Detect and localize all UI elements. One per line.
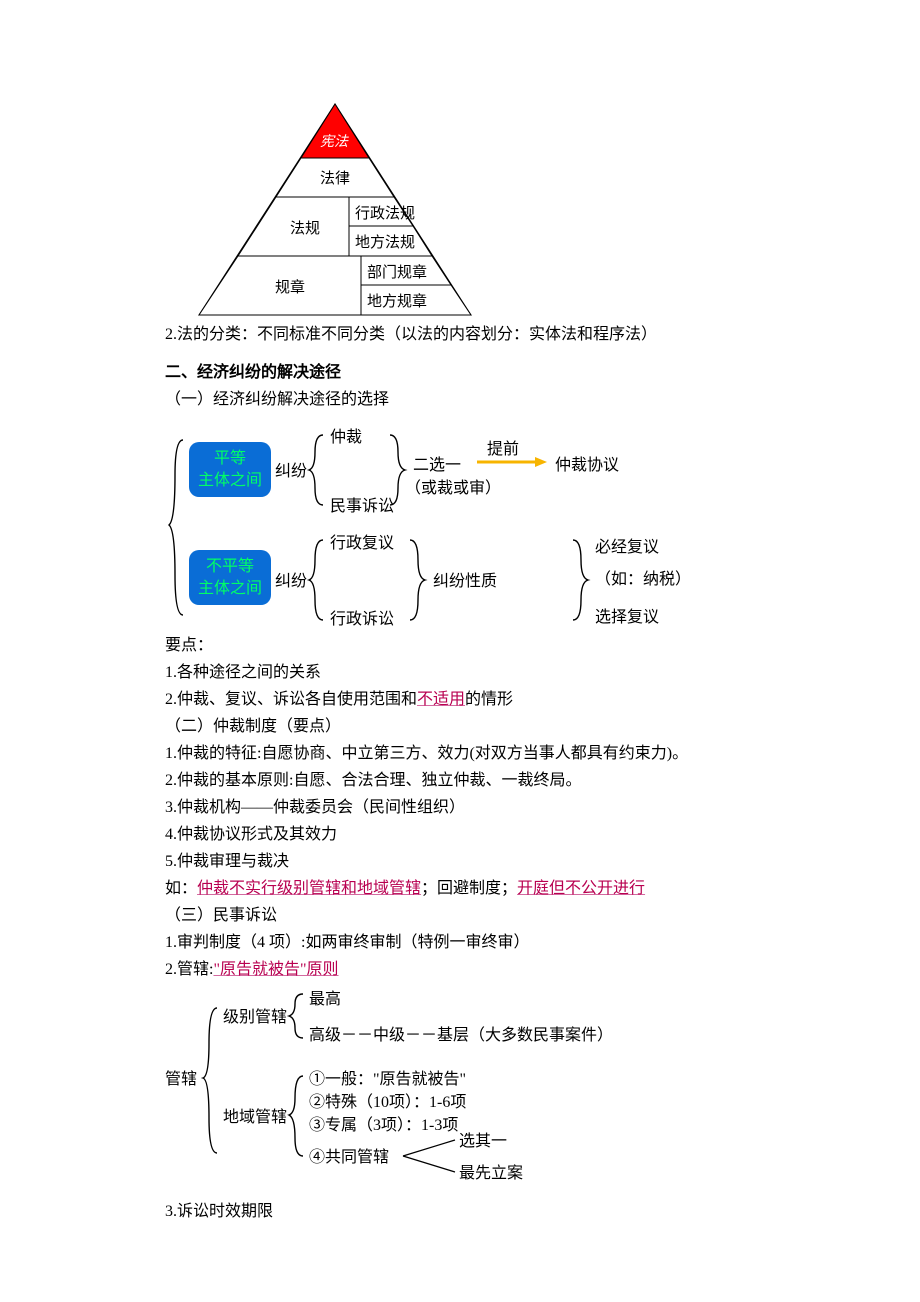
pyramid-r4-rb: 地方规章 (367, 291, 427, 314)
pyramid-apex-label: 宪法 (320, 132, 348, 153)
civ2-b: "原告就被告"原则 (213, 961, 338, 978)
pyramid-r3-left: 法规 (290, 218, 320, 241)
pyramid-r4-left: 规章 (275, 277, 305, 300)
pyramid-r3-rt: 行政法规 (355, 203, 415, 226)
section2-2: （二）仲裁制度（要点） (165, 715, 820, 739)
pyramid-r2: 法律 (320, 168, 350, 191)
arb-line-5: 5.仲裁审理与裁决 (165, 850, 820, 874)
civ-line-1: 1.审判制度（4 项）:如两审终审制（特例一审终审） (165, 931, 820, 955)
civ-line-2: 2.管辖:"原告就被告"原则 (165, 958, 820, 982)
civ-line-3: 3.诉讼时效期限 (165, 1200, 820, 1224)
arb6-b: 仲裁不实行级别管辖和地域管辖 (197, 880, 421, 897)
juris-r4b: 最先立案 (459, 1162, 523, 1186)
opt-review: 选择复议 (595, 606, 659, 630)
juris-level-b: 高级－－中级－－基层（大多数民事案件） (309, 1024, 613, 1048)
choose-note: （或裁或审） (405, 477, 501, 501)
arb-line-1: 1.仲裁的特征:自愿协商、中立第三方、效力(对双方当事人都具有约束力)。 (165, 742, 820, 766)
unequal-dispute-label: 纠纷 (275, 570, 307, 594)
must-review-eg: （如：纳税） (595, 568, 691, 592)
points-label: 要点： (165, 634, 820, 658)
juris-region: 地域管辖 (223, 1106, 287, 1130)
arb-line-2: 2.仲裁的基本原则:自愿、合法合理、独立仲裁、一裁终局。 (165, 769, 820, 793)
path-arbitration: 仲裁 (330, 426, 362, 450)
point-1: 1.各种途径之间的关系 (165, 661, 820, 685)
arb-line-4: 4.仲裁协议形式及其效力 (165, 823, 820, 847)
path-admin-lit: 行政诉讼 (330, 608, 394, 632)
pt2-b: 不适用 (417, 691, 465, 708)
choose-one: 二选一 (413, 454, 461, 478)
must-review: 必经复议 (595, 536, 659, 560)
juris-r3: ③专属（3项）：1-3项 (309, 1114, 458, 1138)
dispute-nature: 纠纷性质 (433, 570, 497, 594)
pt2-c: 的情形 (465, 691, 513, 708)
unequal-l2: 主体之间 (197, 578, 263, 600)
arb-agreement: 仲裁协议 (555, 454, 619, 478)
dispute-paths-diagram: 平等 主体之间 不平等 主体之间 纠纷 纠纷 仲裁 民事诉讼 二选一 （或裁或审… (165, 420, 725, 630)
section2-3: （三）民事诉讼 (165, 904, 820, 928)
equal-l2: 主体之间 (197, 470, 263, 492)
pyramid-r4-rt: 部门规章 (367, 262, 427, 285)
civ2-a: 2.管辖: (165, 961, 213, 978)
jurisdiction-diagram: 管辖 级别管辖 最高 高级－－中级－－基层（大多数民事案件） 地域管辖 ①一般：… (165, 988, 685, 1188)
arb-line-6: 如：仲裁不实行级别管辖和地域管辖；回避制度；开庭但不公开进行 (165, 877, 820, 901)
document-page: 宪法 法律 法规 行政法规 地方法规 规章 部门规章 地方规章 2.法的分类：不… (0, 0, 920, 1302)
point-2: 2.仲裁、复议、诉讼各自使用范围和不适用的情形 (165, 688, 820, 712)
arb6-d: 开庭但不公开进行 (517, 880, 645, 897)
juris-r4a: 选其一 (459, 1130, 507, 1154)
advance-label: 提前 (487, 438, 519, 462)
line-classify: 2.法的分类：不同标准不同分类（以法的内容划分：实体法和程序法） (165, 323, 820, 347)
section2-title: 二、经济纠纷的解决途径 (165, 361, 820, 385)
equal-l1: 平等 (197, 448, 263, 470)
pt2-a: 2.仲裁、复议、诉讼各自使用范围和 (165, 691, 417, 708)
unequal-subjects-box: 不平等 主体之间 (189, 550, 271, 605)
pyramid-r3-rb: 地方法规 (355, 232, 415, 255)
unequal-l1: 不平等 (197, 556, 263, 578)
equal-dispute-label: 纠纷 (275, 460, 307, 484)
juris-level-a: 最高 (309, 988, 341, 1012)
path-admin-review: 行政复议 (330, 532, 394, 556)
section2-1: （一）经济纠纷解决途径的选择 (165, 388, 820, 412)
arb6-c: ；回避制度； (421, 880, 517, 897)
path-civil-lit: 民事诉讼 (330, 495, 394, 519)
arb6-a: 如： (165, 880, 197, 897)
pyramid-diagram: 宪法 法律 法规 行政法规 地方法规 规章 部门规章 地方规章 (185, 100, 485, 320)
juris-level: 级别管辖 (223, 1006, 287, 1030)
equal-subjects-box: 平等 主体之间 (189, 442, 271, 497)
juris-root: 管辖 (165, 1068, 197, 1092)
arb-line-3: 3.仲裁机构——仲裁委员会（民间性组织） (165, 796, 820, 820)
juris-r2: ②特殊（10项）：1-6项 (309, 1091, 466, 1115)
juris-r1: ①一般："原告就被告" (309, 1068, 466, 1092)
juris-r4: ④共同管辖 (309, 1146, 389, 1170)
